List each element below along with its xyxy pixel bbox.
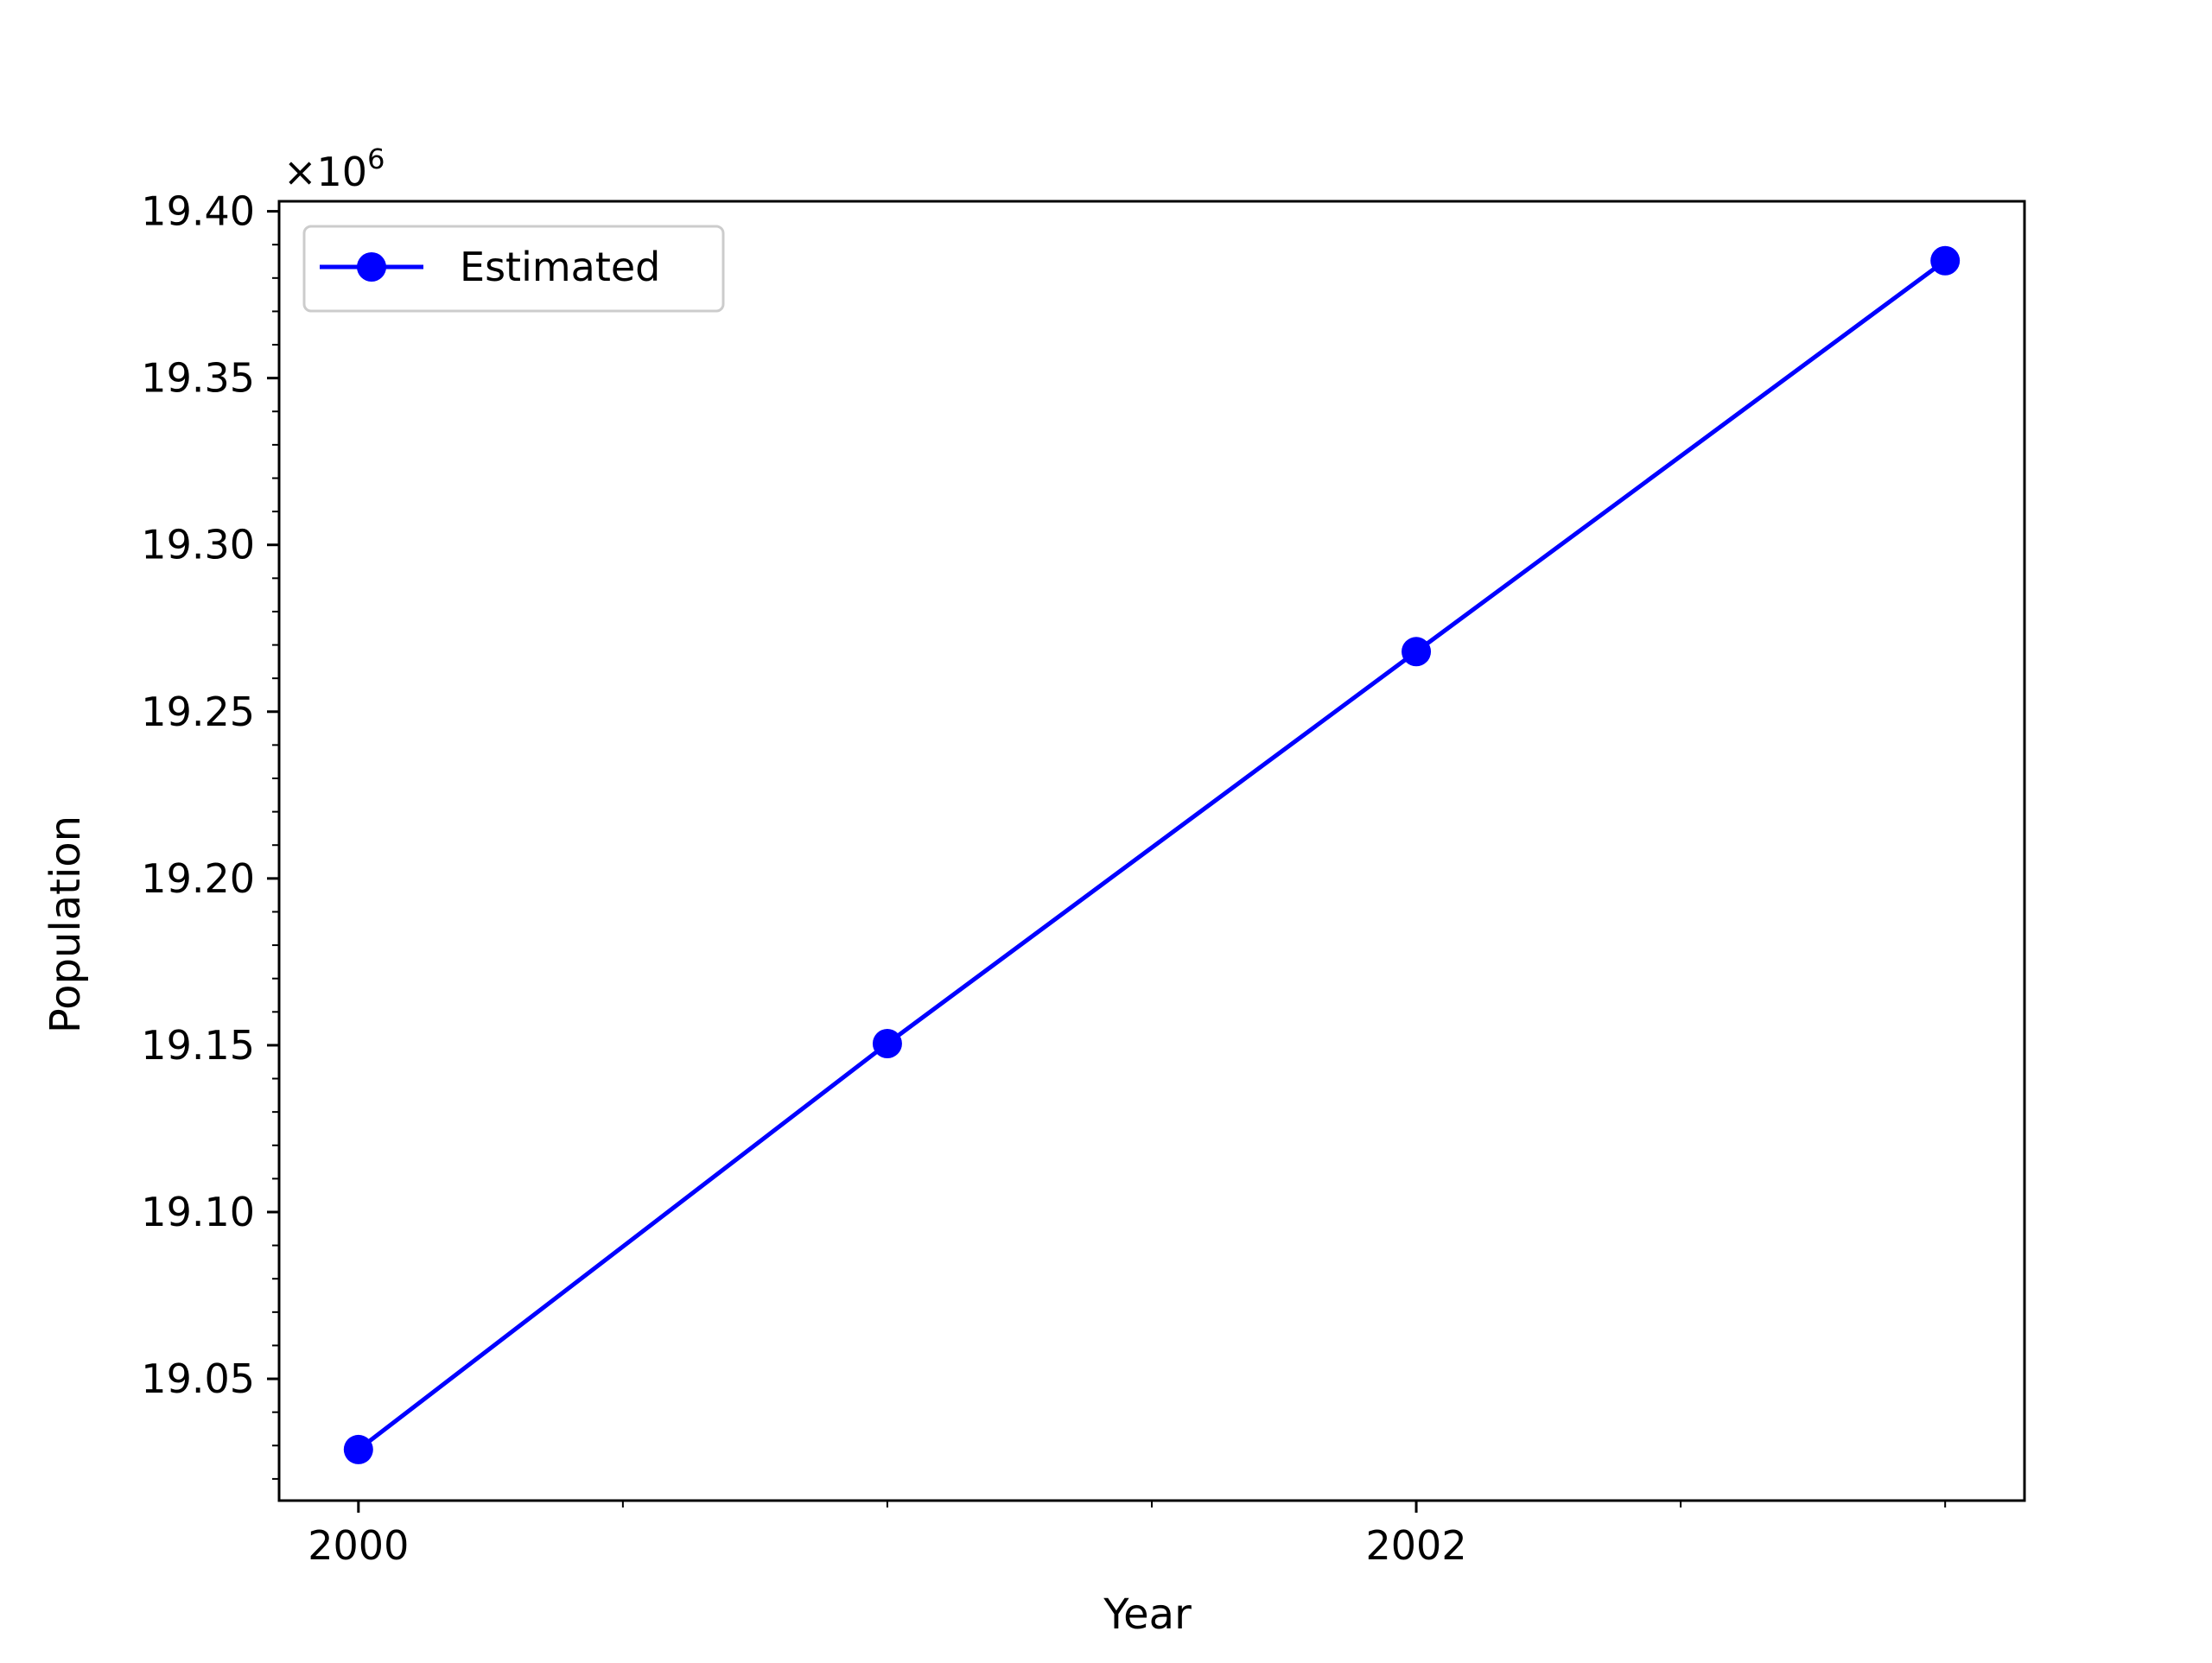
plot-frame xyxy=(277,200,2026,1502)
y-tick-label: 19.40 xyxy=(141,188,255,235)
data-point xyxy=(1930,245,1961,276)
axis-ticks: 2000 2002 19.05 19.10 19.15 19.20 19.25 19.30 19… xyxy=(141,188,1947,1569)
legend-box xyxy=(302,225,725,313)
y-tick-label: 19.35 xyxy=(141,355,255,402)
y-tick-label: 19.20 xyxy=(141,855,255,902)
y-tick-label: 19.05 xyxy=(141,1355,255,1402)
y-tick-label: 19.30 xyxy=(141,522,255,568)
y-axis-title: Population xyxy=(41,816,90,1033)
data-point xyxy=(872,1028,902,1058)
y-tick-label: 19.25 xyxy=(141,689,255,735)
y-offset-exponent: 6 xyxy=(367,143,385,175)
legend-marker-swatch xyxy=(357,252,386,282)
legend-label: Estimated xyxy=(460,244,660,290)
legend: Estimated xyxy=(302,225,725,313)
data-point xyxy=(1402,637,1432,667)
x-tick-label: 2000 xyxy=(308,1522,409,1569)
y-offset-text: ×106 xyxy=(283,143,385,195)
y-offset-base: ×10 xyxy=(283,149,367,195)
y-tick-label: 19.10 xyxy=(141,1189,255,1235)
y-tick-label: 19.15 xyxy=(141,1022,255,1069)
series-line xyxy=(357,258,1947,1451)
series-estimated xyxy=(343,245,1961,1464)
data-point xyxy=(343,1434,373,1464)
x-axis-title: Year xyxy=(1103,1590,1192,1639)
x-tick-label: 2002 xyxy=(1366,1522,1467,1569)
